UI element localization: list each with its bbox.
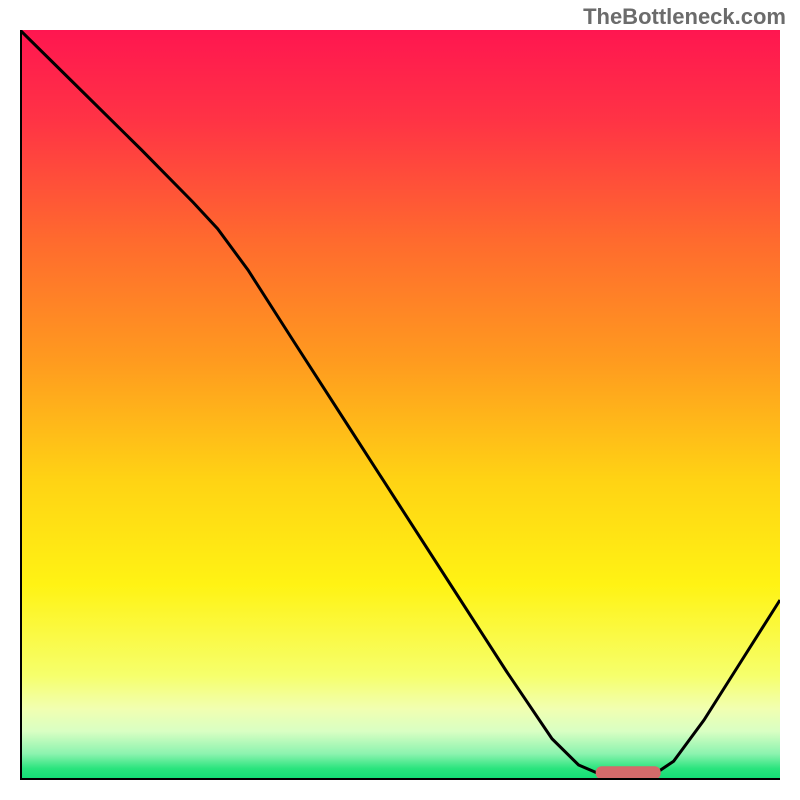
plot-area [20,30,780,780]
chart-container: TheBottleneck.com [0,0,800,800]
x-axis [20,778,780,780]
watermark-text: TheBottleneck.com [583,4,786,30]
line-series-svg [20,30,780,780]
curve-path [20,30,780,773]
y-axis [20,30,22,780]
